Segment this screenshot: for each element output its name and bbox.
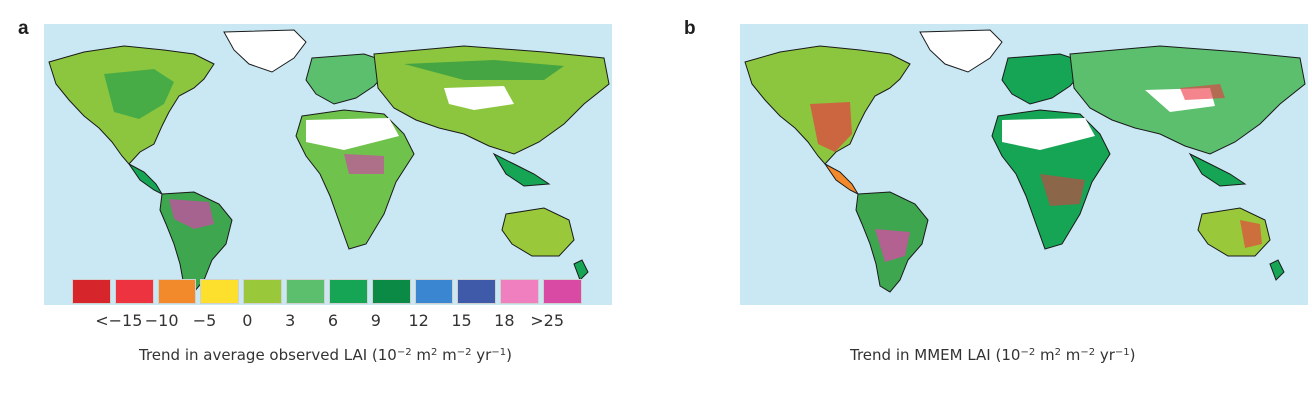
caption-a-exp2: 2 [430, 347, 438, 358]
caption-b-unit1: m [1035, 346, 1055, 364]
legend-swatch-7 [371, 279, 411, 304]
legend-tick-label: −5 [192, 311, 217, 330]
legend-swatch-2 [157, 279, 197, 304]
legend-tick-label: 0 [242, 311, 253, 330]
caption-b-exp1: −2 [1020, 347, 1036, 358]
legend-tick-label: −10 [144, 311, 179, 330]
caption-a-exp1: −2 [396, 347, 412, 358]
legend-tick-label: 6 [327, 311, 339, 330]
legend-tick-label: 18 [494, 311, 515, 330]
legend-tick-label: <−15 [95, 311, 143, 330]
caption-a-unit3: yr [471, 346, 492, 364]
panel-label-a: a [18, 18, 29, 39]
legend-swatch-9 [457, 279, 497, 304]
world-map-a [48, 29, 610, 293]
legend-swatch-6 [328, 279, 368, 304]
legend-tick-label: 9 [370, 311, 381, 330]
legend-tick-label: >25 [530, 311, 565, 330]
caption-a-unit1: m [411, 346, 431, 364]
map-mmem-lai-trend [740, 24, 1308, 305]
color-legend [72, 279, 582, 304]
legend-swatch-8 [414, 279, 454, 304]
caption-b-text: Trend in MMEM LAI (10 [850, 346, 1021, 364]
caption-b-exp2: 2 [1054, 347, 1061, 358]
caption-b-exp4: −1 [1114, 347, 1130, 358]
panel-label-b: b [684, 18, 696, 39]
legend-swatch-4 [243, 279, 283, 304]
map-observed-lai-trend [44, 24, 612, 305]
legend-tick-label: 12 [408, 311, 429, 330]
caption-b-end: ) [1129, 346, 1136, 364]
legend-swatch-1 [114, 279, 154, 304]
caption-a-unit2: m [437, 346, 457, 364]
caption-b-exp3: −2 [1080, 347, 1096, 358]
caption-b-unit3: yr [1095, 346, 1115, 364]
legend-swatch-10 [500, 279, 540, 304]
legend-tick-labels: <−15 −10 −5 0 3 6 9 12 15 18 >25 [0, 311, 700, 335]
legend-swatch-3 [200, 279, 240, 304]
caption-a-text: Trend in average observed LAI (10 [139, 346, 397, 364]
legend-swatch-0 [72, 279, 111, 304]
legend-swatch-11 [543, 279, 582, 304]
world-map-b [744, 29, 1306, 293]
legend-tick-label: 15 [451, 311, 472, 330]
caption-a: Trend in average observed LAI (10−2 m2 m… [139, 346, 512, 364]
caption-a-exp4: −1 [491, 347, 507, 358]
legend-tick-label: 3 [285, 311, 296, 330]
caption-a-exp3: −2 [456, 347, 472, 358]
legend-swatch-5 [286, 279, 325, 304]
caption-b: Trend in MMEM LAI (10−2 m2 m−2 yr−1) [850, 346, 1136, 364]
caption-a-end: ) [506, 346, 512, 364]
caption-b-unit2: m [1060, 346, 1081, 364]
